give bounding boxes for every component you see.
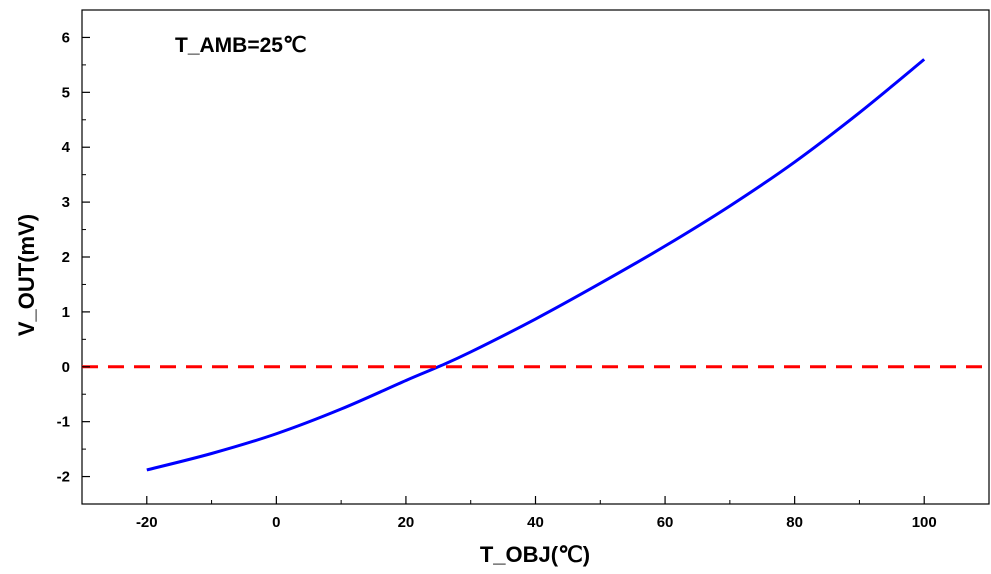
- series-layer: [82, 58, 989, 472]
- y-tick-label: -2: [57, 469, 70, 486]
- x-tick-label: 80: [786, 514, 803, 531]
- y-tick-label: 5: [62, 84, 70, 101]
- y-tick-label: 3: [62, 194, 70, 211]
- x-tick-label: 0: [272, 514, 280, 531]
- plot-frame: [81, 9, 990, 505]
- y-tick-label: 1: [62, 304, 70, 321]
- x-tick-label: 60: [657, 514, 674, 531]
- y-tick-label: 2: [62, 249, 70, 266]
- y-tick-label: 6: [62, 29, 70, 46]
- x-axis-ticks: -20 0 20 40 60 80 100: [136, 496, 937, 531]
- annotation-ambient-temperature: T_AMB=25℃: [175, 34, 307, 57]
- x-axis-title: T_OBJ(℃): [480, 542, 590, 567]
- x-tick-label: -20: [136, 514, 158, 531]
- y-axis-title: V_OUT(mV): [14, 214, 39, 336]
- y-axis-ticks: -2 -1 0 1 2 3 4 5 6: [57, 29, 90, 486]
- x-tick-label: 40: [527, 514, 544, 531]
- x-tick-label: 100: [912, 514, 937, 531]
- y-tick-label: 4: [62, 139, 71, 156]
- vout-curve-line: [146, 58, 926, 472]
- y-tick-label: 0: [62, 359, 70, 376]
- y-tick-label: -1: [57, 414, 70, 431]
- x-tick-label: 20: [398, 514, 415, 531]
